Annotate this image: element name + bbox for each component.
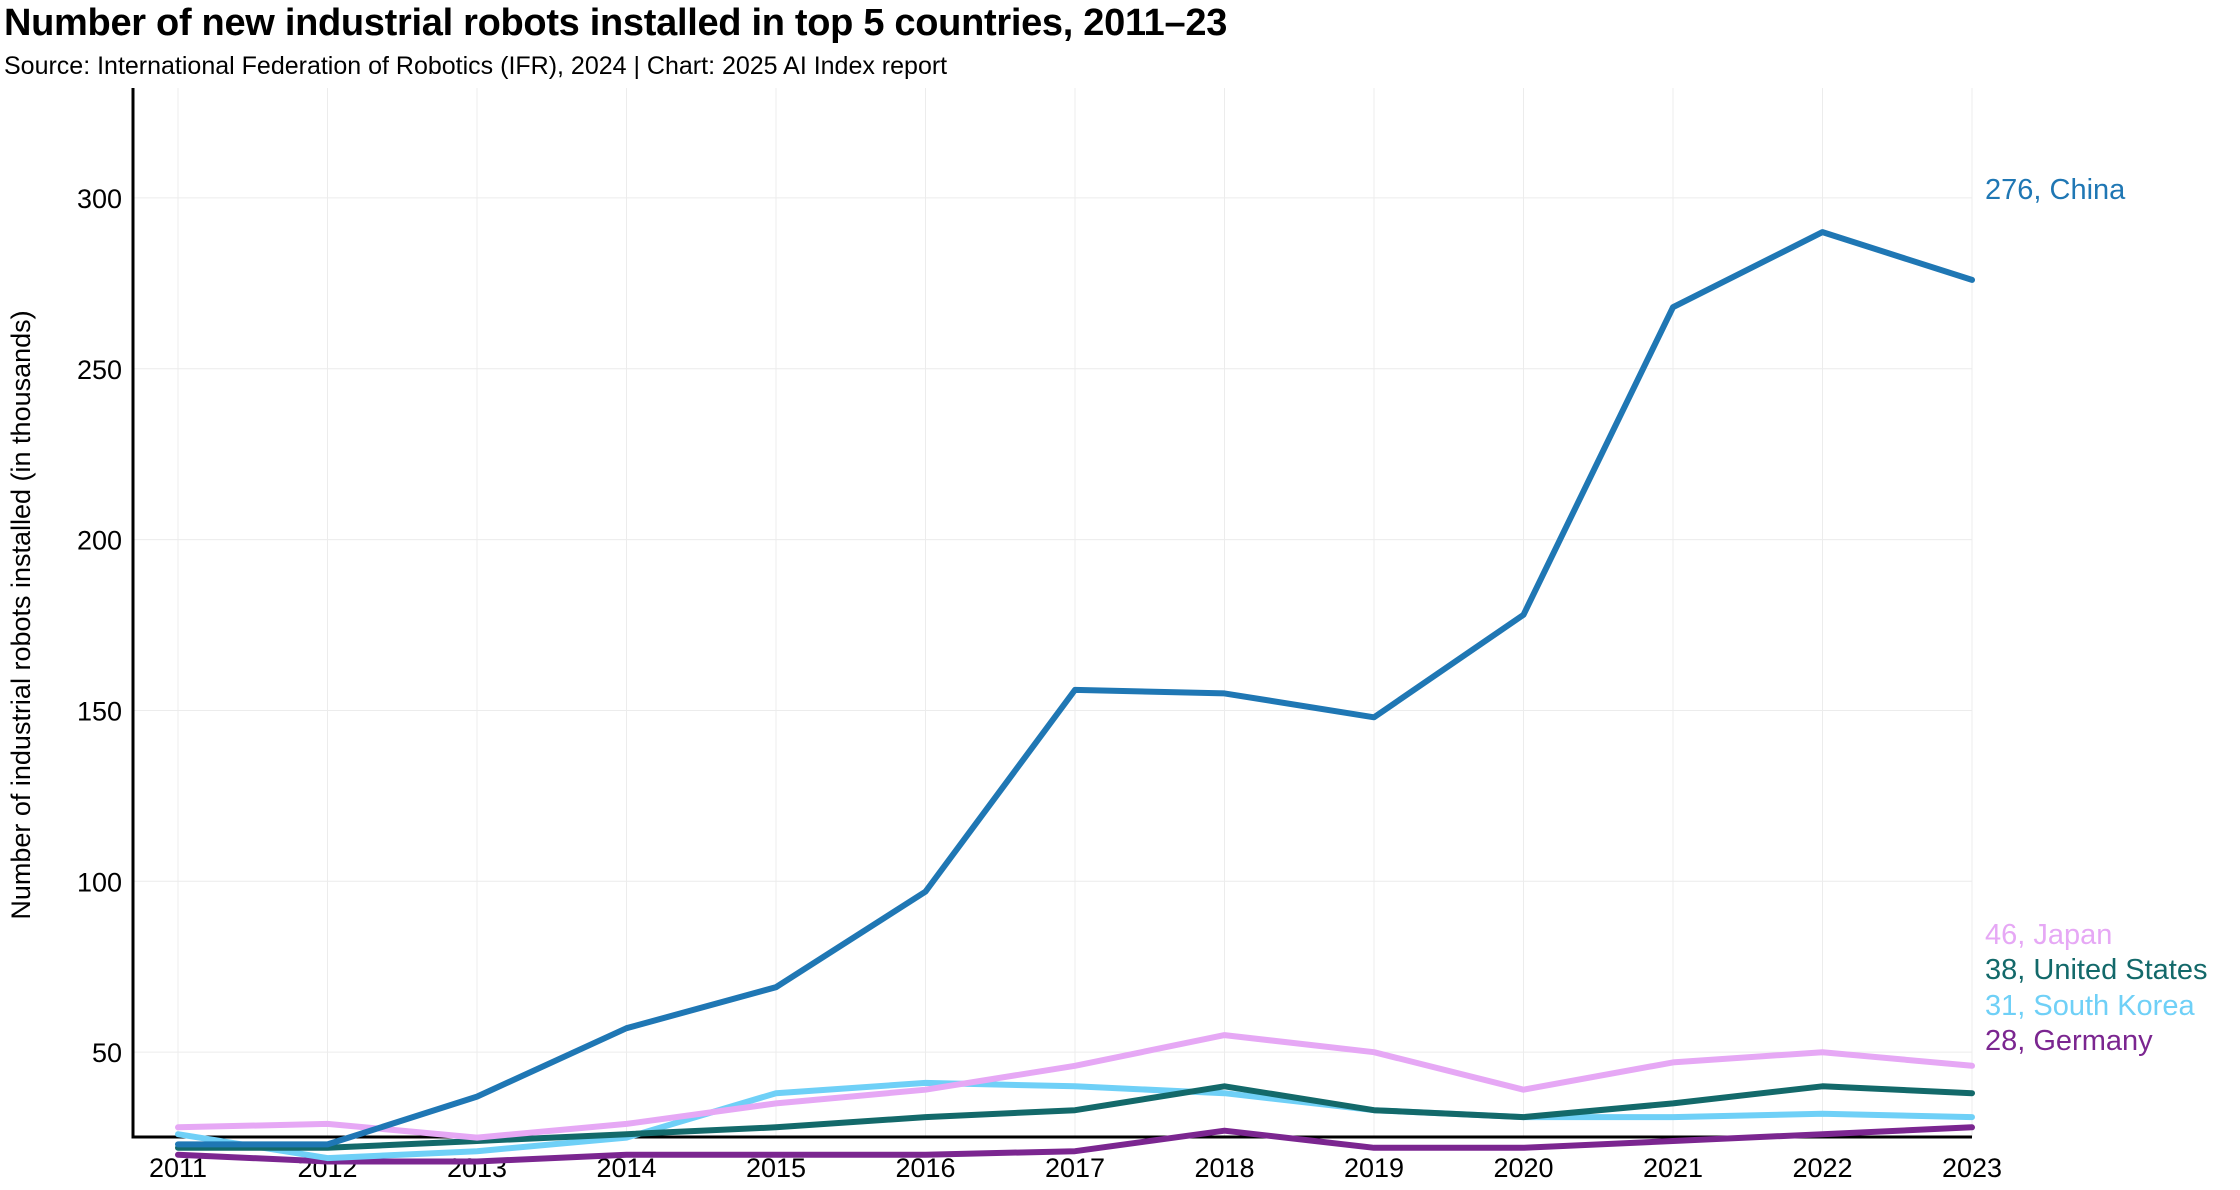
end-label-china: 276, China — [1985, 174, 2126, 206]
series-line-japan — [175, 1032, 1975, 1141]
series-line-china — [175, 229, 1975, 1148]
x-tick-label: 2019 — [1344, 1153, 1404, 1183]
x-tick-label: 2017 — [1045, 1153, 1105, 1183]
x-tick-label: 2021 — [1643, 1153, 1703, 1183]
y-tick-label: 150 — [77, 696, 122, 726]
series-line-united-states — [175, 1083, 1975, 1151]
y-tick-label: 250 — [77, 355, 122, 385]
series-line-germany — [175, 1124, 1975, 1165]
series-line-south-korea — [175, 1079, 1975, 1162]
end-label-south-korea: 31, South Korea — [1985, 990, 2195, 1022]
y-tick-label: 200 — [77, 526, 122, 556]
x-tick-label: 2016 — [895, 1153, 955, 1183]
x-tick-label: 2018 — [1194, 1153, 1254, 1183]
y-tick-label: 50 — [92, 1038, 122, 1068]
x-tick-label: 2013 — [447, 1153, 507, 1183]
chart-title: Number of new industrial robots installe… — [4, 2, 1228, 44]
x-tick-labels: 2011 2012 2013 2014 2015 2016 2017 2018 2019 2020… — [149, 1153, 2002, 1183]
x-tick-label: 2023 — [1942, 1153, 2002, 1183]
x-tick-label: 2015 — [746, 1153, 806, 1183]
end-label-united-states: 38, United States — [1985, 954, 2207, 986]
y-tick-label: 300 — [77, 184, 122, 214]
y-tick-labels: 50 100 150 200 250 300 — [77, 184, 122, 1068]
axes — [131, 88, 1972, 1139]
series-lines — [175, 229, 1975, 1165]
y-tick-label: 100 — [77, 867, 122, 897]
end-label-germany: 28, Germany — [1985, 1025, 2153, 1057]
gridlines — [133, 88, 1973, 1137]
y-axis-label: Number of industrial robots installed (i… — [6, 310, 36, 919]
chart-subtitle: Source: International Federation of Robo… — [4, 52, 948, 80]
end-label-japan: 46, Japan — [1985, 919, 2112, 951]
x-tick-label: 2020 — [1493, 1153, 1553, 1183]
x-tick-label: 2022 — [1792, 1153, 1852, 1183]
